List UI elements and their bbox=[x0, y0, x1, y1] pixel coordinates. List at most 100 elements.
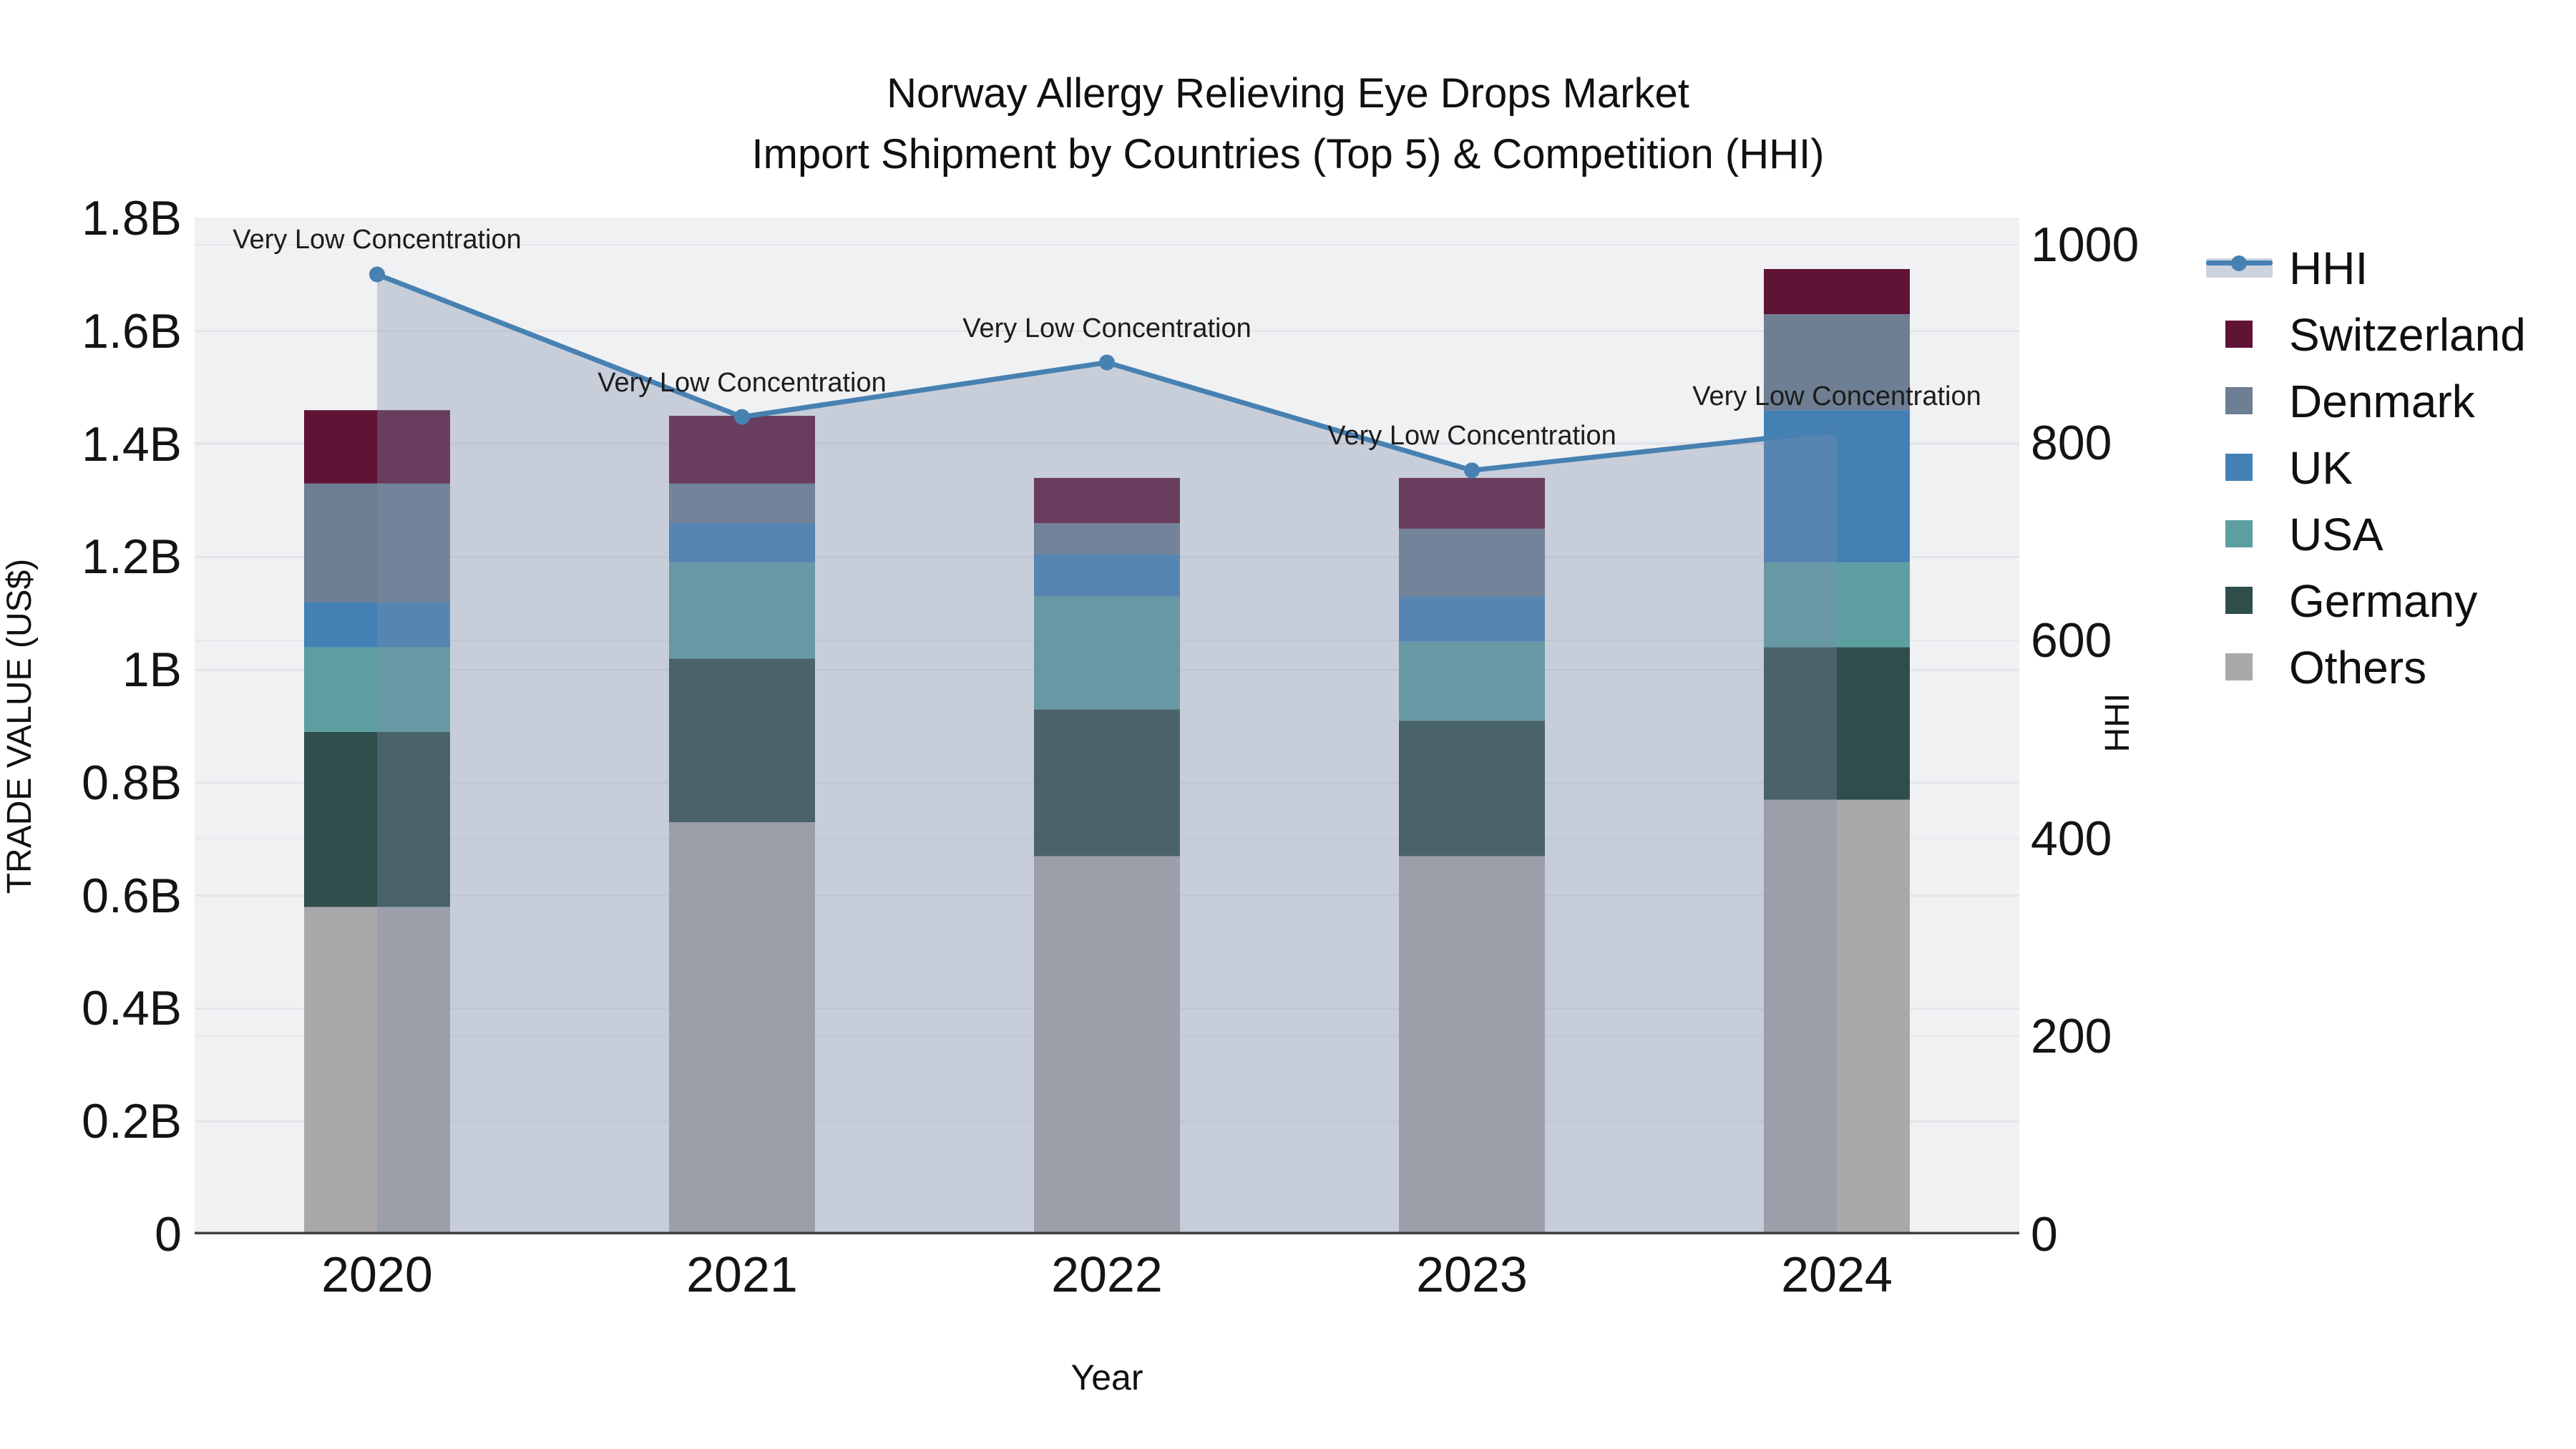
left-tick-1.2B: 1.2B bbox=[82, 530, 182, 585]
left-tick-0.6B: 0.6B bbox=[82, 868, 182, 923]
annotation-2022: Very Low Concentration bbox=[962, 313, 1252, 343]
left-tick-0.4B: 0.4B bbox=[82, 981, 182, 1036]
hhi-area-fill[interactable] bbox=[377, 274, 1837, 1234]
annotation-2021: Very Low Concentration bbox=[597, 367, 887, 398]
bar-segment-switzerland-2024[interactable] bbox=[1764, 269, 1910, 315]
hhi-marker-2023[interactable] bbox=[1464, 462, 1480, 479]
annotation-2020: Very Low Concentration bbox=[233, 225, 522, 255]
bar-segment-usa-2023[interactable] bbox=[1399, 641, 1545, 721]
bar-segment-germany-2023[interactable] bbox=[1399, 721, 1545, 857]
left-tick-1.6B: 1.6B bbox=[82, 303, 182, 358]
legend-item-uk[interactable]: UK bbox=[2206, 434, 2564, 501]
legend-label: Denmark bbox=[2289, 375, 2475, 427]
legend-swatch-switzerland bbox=[2206, 301, 2287, 368]
bar-segment-others-2024[interactable] bbox=[1764, 799, 1910, 1234]
annotation-2023: Very Low Concentration bbox=[1327, 421, 1616, 452]
bar-segment-germany-2024[interactable] bbox=[1764, 647, 1910, 800]
x-tick-2021: 2021 bbox=[686, 1246, 798, 1302]
chart-title-line1: Norway Allergy Relieving Eye Drops Marke… bbox=[887, 70, 1689, 117]
legend-label: Switzerland bbox=[2289, 308, 2526, 361]
chart-canvas bbox=[195, 217, 2019, 1235]
bar-segment-denmark-2021[interactable] bbox=[669, 483, 815, 523]
legend-swatch-uk bbox=[2206, 434, 2287, 501]
chart-title: Norway Allergy Relieving Eye Drops Marke… bbox=[0, 63, 2576, 185]
bar-segment-uk-2023[interactable] bbox=[1399, 596, 1545, 642]
legend-swatch-others bbox=[2206, 634, 2287, 701]
hhi-area-swatch bbox=[2206, 255, 2273, 278]
left-tick-0.2B: 0.2B bbox=[82, 1094, 182, 1149]
legend-swatch-usa bbox=[2206, 501, 2287, 567]
bar-segment-switzerland-2022[interactable] bbox=[1034, 477, 1180, 523]
right-tick-1000: 1000 bbox=[2031, 218, 2140, 272]
annotation-2024: Very Low Concentration bbox=[1692, 381, 1981, 411]
bar-segment-usa-2022[interactable] bbox=[1034, 596, 1180, 710]
bar-segment-others-2020[interactable] bbox=[304, 907, 450, 1234]
hhi-marker-swatch bbox=[2231, 255, 2247, 271]
right-tick-800: 800 bbox=[2031, 415, 2112, 470]
left-tick-1B: 1B bbox=[122, 643, 182, 698]
bar-segment-switzerland-2023[interactable] bbox=[1399, 477, 1545, 529]
right-tick-600: 600 bbox=[2031, 613, 2112, 668]
x-axis-line[interactable] bbox=[195, 1231, 2019, 1235]
bar-segment-uk-2020[interactable] bbox=[304, 602, 450, 648]
color-swatch-icon bbox=[2225, 587, 2253, 614]
bar-segment-denmark-2022[interactable] bbox=[1034, 523, 1180, 555]
legend: HHI Switzerland Denmark UK USA Germany Others bbox=[2206, 235, 2564, 701]
legend-item-switzerland[interactable]: Switzerland bbox=[2206, 301, 2564, 368]
color-swatch-icon bbox=[2225, 387, 2253, 414]
bar-segment-uk-2022[interactable] bbox=[1034, 554, 1180, 597]
bar-segment-usa-2020[interactable] bbox=[304, 647, 450, 732]
bar-segment-germany-2020[interactable] bbox=[304, 731, 450, 907]
legend-label: UK bbox=[2289, 441, 2353, 494]
legend-item-others[interactable]: Others bbox=[2206, 634, 2564, 701]
bar-segment-switzerland-2020[interactable] bbox=[304, 410, 450, 484]
x-axis-title: Year bbox=[1070, 1357, 1143, 1397]
bar-segment-others-2021[interactable] bbox=[669, 822, 815, 1234]
legend-item-usa[interactable]: USA bbox=[2206, 501, 2564, 567]
x-tick-2020: 2020 bbox=[321, 1246, 433, 1302]
legend-label: Others bbox=[2289, 641, 2427, 693]
legend-item-hhi[interactable]: HHI bbox=[2206, 235, 2564, 301]
legend-label: HHI bbox=[2289, 242, 2368, 294]
bar-segment-others-2023[interactable] bbox=[1399, 856, 1545, 1234]
hhi-marker-2024[interactable] bbox=[1829, 423, 1845, 439]
right-tick-400: 400 bbox=[2031, 811, 2112, 866]
x-tick-2024: 2024 bbox=[1781, 1246, 1893, 1302]
color-swatch-icon bbox=[2225, 653, 2253, 680]
bar-segment-others-2022[interactable] bbox=[1034, 856, 1180, 1234]
hhi-marker-2021[interactable] bbox=[734, 409, 750, 425]
left-axis-title: TRADE VALUE (US$) bbox=[1, 558, 39, 894]
color-swatch-icon bbox=[2225, 321, 2253, 348]
left-tick-0: 0 bbox=[155, 1207, 182, 1262]
bar-segment-denmark-2024[interactable] bbox=[1764, 314, 1910, 411]
legend-label: USA bbox=[2289, 508, 2384, 560]
bar-segment-denmark-2023[interactable] bbox=[1399, 528, 1545, 597]
left-tick-0.8B: 0.8B bbox=[82, 755, 182, 810]
bar-segment-germany-2022[interactable] bbox=[1034, 709, 1180, 857]
x-tick-2022: 2022 bbox=[1051, 1246, 1163, 1302]
right-tick-200: 200 bbox=[2031, 1009, 2112, 1064]
legend-item-denmark[interactable]: Denmark bbox=[2206, 368, 2564, 434]
bar-segment-switzerland-2021[interactable] bbox=[669, 416, 815, 484]
hhi-line-legend-icon bbox=[2206, 235, 2287, 301]
legend-swatch-denmark bbox=[2206, 368, 2287, 434]
bar-segment-uk-2021[interactable] bbox=[669, 523, 815, 563]
legend-swatch-germany bbox=[2206, 567, 2287, 634]
hhi-marker-2020[interactable] bbox=[369, 266, 385, 283]
legend-item-germany[interactable]: Germany bbox=[2206, 567, 2564, 634]
bar-segment-germany-2021[interactable] bbox=[669, 658, 815, 823]
x-tick-2023: 2023 bbox=[1416, 1246, 1528, 1302]
chart-title-line2: Import Shipment by Countries (Top 5) & C… bbox=[751, 131, 1825, 177]
hhi-marker-2022[interactable] bbox=[1099, 354, 1115, 371]
right-tick-0: 0 bbox=[2031, 1207, 2058, 1262]
color-swatch-icon bbox=[2225, 520, 2253, 547]
bar-segment-denmark-2020[interactable] bbox=[304, 483, 450, 602]
left-tick-1.8B: 1.8B bbox=[82, 191, 182, 245]
bar-segment-usa-2021[interactable] bbox=[669, 562, 815, 659]
legend-label: Germany bbox=[2289, 575, 2478, 627]
bar-segment-usa-2024[interactable] bbox=[1764, 562, 1910, 648]
left-tick-1.4B: 1.4B bbox=[82, 416, 182, 472]
plot-area bbox=[195, 217, 2019, 1235]
color-swatch-icon bbox=[2225, 454, 2253, 481]
